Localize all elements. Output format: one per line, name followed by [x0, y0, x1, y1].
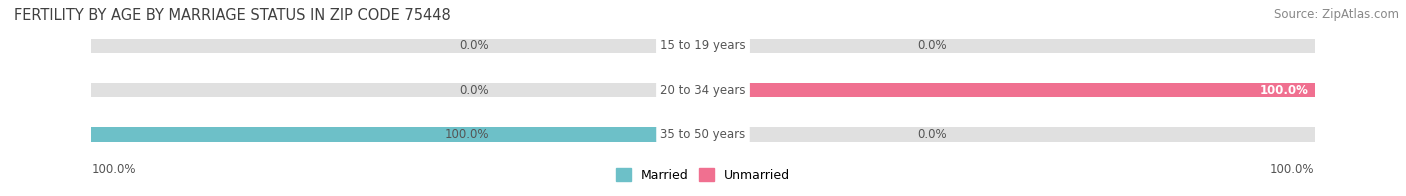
- Text: 0.0%: 0.0%: [917, 39, 946, 52]
- Text: 0.0%: 0.0%: [460, 39, 489, 52]
- Text: 100.0%: 100.0%: [1270, 163, 1315, 176]
- Text: 20 to 34 years: 20 to 34 years: [661, 84, 745, 97]
- Text: 15 to 19 years: 15 to 19 years: [661, 39, 745, 52]
- Text: 100.0%: 100.0%: [91, 163, 136, 176]
- Text: 0.0%: 0.0%: [460, 84, 489, 97]
- Text: 0.0%: 0.0%: [917, 128, 946, 141]
- Bar: [703, 83, 1315, 97]
- Text: Source: ZipAtlas.com: Source: ZipAtlas.com: [1274, 8, 1399, 21]
- Legend: Married, Unmarried: Married, Unmarried: [612, 163, 794, 187]
- Bar: [91, 127, 703, 142]
- Text: 35 to 50 years: 35 to 50 years: [661, 128, 745, 141]
- Text: 100.0%: 100.0%: [444, 128, 489, 141]
- Text: 100.0%: 100.0%: [1260, 84, 1309, 97]
- Text: FERTILITY BY AGE BY MARRIAGE STATUS IN ZIP CODE 75448: FERTILITY BY AGE BY MARRIAGE STATUS IN Z…: [14, 8, 451, 23]
